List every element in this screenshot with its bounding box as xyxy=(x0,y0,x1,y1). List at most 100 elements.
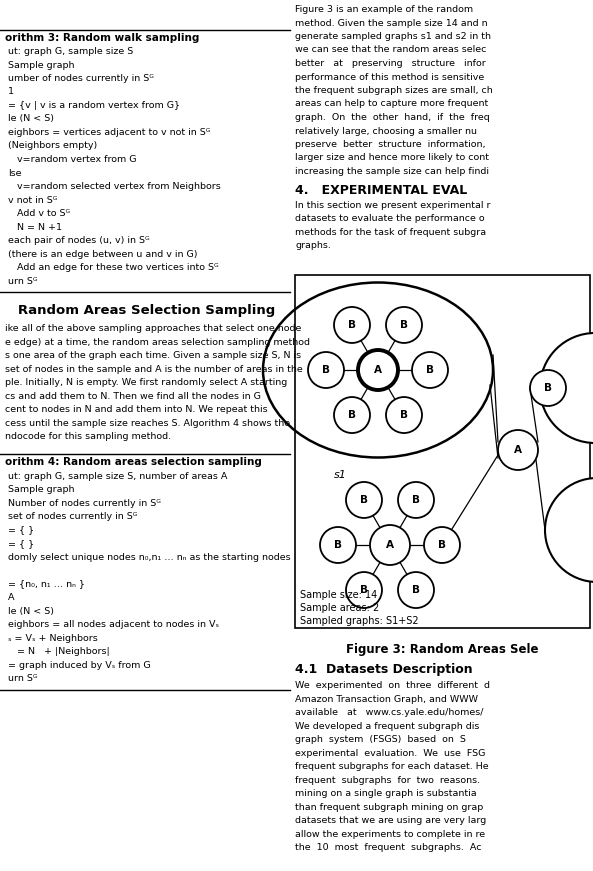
Circle shape xyxy=(370,525,410,565)
Text: urn Sᴳ: urn Sᴳ xyxy=(8,276,37,286)
Text: le (N < S): le (N < S) xyxy=(8,606,54,616)
Circle shape xyxy=(308,352,344,388)
Text: Sample graph: Sample graph xyxy=(8,485,75,494)
Text: B: B xyxy=(360,585,368,595)
Text: A: A xyxy=(8,593,14,602)
Text: areas can help to capture more frequent: areas can help to capture more frequent xyxy=(295,99,488,109)
Text: 4.   EXPERIMENTAL EVAL: 4. EXPERIMENTAL EVAL xyxy=(295,185,467,198)
Text: = {n₀, n₁ … nₙ }: = {n₀, n₁ … nₙ } xyxy=(8,579,85,589)
Text: Figure 3: Random Areas Sele: Figure 3: Random Areas Sele xyxy=(346,643,539,656)
Circle shape xyxy=(498,430,538,470)
Text: 4.1  Datasets Description: 4.1 Datasets Description xyxy=(295,663,473,676)
Text: B: B xyxy=(426,365,434,375)
Text: domly select unique nodes n₀,n₁ … nₙ as the starting nodes: domly select unique nodes n₀,n₁ … nₙ as … xyxy=(8,552,291,562)
Text: e edge) at a time, the random areas selection sampling method: e edge) at a time, the random areas sele… xyxy=(5,337,310,347)
Text: = graph induced by Vₛ from G: = graph induced by Vₛ from G xyxy=(8,660,151,670)
Text: datasets that we are using are very larg: datasets that we are using are very larg xyxy=(295,816,486,825)
Circle shape xyxy=(530,370,566,406)
Text: cs and add them to N. Then we find all the nodes in G: cs and add them to N. Then we find all t… xyxy=(5,391,261,401)
Circle shape xyxy=(334,397,370,433)
Text: generate sampled graphs s1 and s2 in th: generate sampled graphs s1 and s2 in th xyxy=(295,32,491,41)
Text: graph.  On  the  other  hand,  if  the  freq: graph. On the other hand, if the freq xyxy=(295,113,490,122)
Text: Add an edge for these two vertices into Sᴳ: Add an edge for these two vertices into … xyxy=(8,263,219,272)
Text: Figure 3 is an example of the random: Figure 3 is an example of the random xyxy=(295,5,473,14)
Text: graph  system  (FSGS)  based  on  S: graph system (FSGS) based on S xyxy=(295,735,466,744)
Circle shape xyxy=(545,478,593,582)
Text: v not in Sᴳ: v not in Sᴳ xyxy=(8,195,58,205)
Circle shape xyxy=(386,307,422,343)
Text: we can see that the random areas selec: we can see that the random areas selec xyxy=(295,45,486,55)
Text: orithm 3: Random walk sampling: orithm 3: Random walk sampling xyxy=(5,33,199,43)
Text: B: B xyxy=(412,585,420,595)
Text: A: A xyxy=(386,540,394,550)
Text: B: B xyxy=(348,320,356,330)
Text: Number of nodes currently in Sᴳ: Number of nodes currently in Sᴳ xyxy=(8,498,161,508)
Text: ndocode for this sampling method.: ndocode for this sampling method. xyxy=(5,432,171,441)
Text: ike all of the above sampling approaches that select one node: ike all of the above sampling approaches… xyxy=(5,324,301,333)
Text: B: B xyxy=(438,540,446,550)
Text: increasing the sample size can help findi: increasing the sample size can help find… xyxy=(295,167,489,176)
Text: allow the experiments to complete in re: allow the experiments to complete in re xyxy=(295,829,485,839)
Text: Amazon Transaction Graph, and WWW: Amazon Transaction Graph, and WWW xyxy=(295,694,478,704)
Text: 1: 1 xyxy=(8,87,14,97)
Text: urn Sᴳ: urn Sᴳ xyxy=(8,674,37,683)
Text: In this section we present experimental r: In this section we present experimental … xyxy=(295,200,490,210)
Text: (there is an edge between u and v in G): (there is an edge between u and v in G) xyxy=(8,249,197,259)
Text: mining on a single graph is substantia: mining on a single graph is substantia xyxy=(295,789,477,798)
Bar xyxy=(295,275,590,628)
Circle shape xyxy=(346,482,382,518)
Circle shape xyxy=(386,397,422,433)
Text: B: B xyxy=(360,495,368,505)
Circle shape xyxy=(358,350,398,390)
Text: B: B xyxy=(412,495,420,505)
Text: A: A xyxy=(374,365,382,375)
Text: B: B xyxy=(334,540,342,550)
Circle shape xyxy=(320,527,356,563)
Text: B: B xyxy=(322,365,330,375)
Text: = { }: = { } xyxy=(8,539,34,548)
Text: available   at   www.cs.yale.edu/homes/: available at www.cs.yale.edu/homes/ xyxy=(295,708,483,717)
Text: datasets to evaluate the performance o: datasets to evaluate the performance o xyxy=(295,214,484,223)
Text: performance of this method is sensitive: performance of this method is sensitive xyxy=(295,72,484,82)
Text: method. Given the sample size 14 and n: method. Given the sample size 14 and n xyxy=(295,18,487,28)
Text: Sample size: 14: Sample size: 14 xyxy=(300,590,377,600)
Text: Add v to Sᴳ: Add v to Sᴳ xyxy=(8,209,70,218)
Text: (Neighbors empty): (Neighbors empty) xyxy=(8,141,97,151)
Text: relatively large, choosing a smaller nu: relatively large, choosing a smaller nu xyxy=(295,126,477,136)
Text: B: B xyxy=(400,410,408,420)
Text: B: B xyxy=(544,383,552,393)
Text: larger size and hence more likely to cont: larger size and hence more likely to con… xyxy=(295,153,489,163)
Text: Sampled graphs: S1+S2: Sampled graphs: S1+S2 xyxy=(300,616,419,626)
Text: set of nodes in the sample and A is the number of areas in the: set of nodes in the sample and A is the … xyxy=(5,364,303,374)
Text: v=random selected vertex from Neighbors: v=random selected vertex from Neighbors xyxy=(8,182,221,191)
Text: orithm 4: Random areas selection sampling: orithm 4: Random areas selection samplin… xyxy=(5,456,262,467)
Text: set of nodes currently in Sᴳ: set of nodes currently in Sᴳ xyxy=(8,512,138,521)
Text: s1: s1 xyxy=(333,470,346,480)
Text: = { }: = { } xyxy=(8,525,34,535)
Text: Random Areas Selection Sampling: Random Areas Selection Sampling xyxy=(4,304,275,317)
Text: than frequent subgraph mining on grap: than frequent subgraph mining on grap xyxy=(295,802,483,812)
Text: methods for the task of frequent subgra: methods for the task of frequent subgra xyxy=(295,227,486,237)
Text: Sample graph: Sample graph xyxy=(8,60,75,70)
Text: ut: graph G, sample size S: ut: graph G, sample size S xyxy=(8,47,133,56)
Text: cent to nodes in N and add them into N. We repeat this: cent to nodes in N and add them into N. … xyxy=(5,405,267,414)
Text: experimental  evaluation.  We  use  FSG: experimental evaluation. We use FSG xyxy=(295,748,486,758)
Text: B: B xyxy=(348,410,356,420)
Text: N = N +1: N = N +1 xyxy=(8,222,62,232)
Text: the frequent subgraph sizes are small, ch: the frequent subgraph sizes are small, c… xyxy=(295,86,493,95)
Text: graphs.: graphs. xyxy=(295,241,331,250)
Circle shape xyxy=(398,482,434,518)
Text: better   at   preserving   structure   infor: better at preserving structure infor xyxy=(295,59,486,68)
Text: ut: graph G, sample size S, number of areas A: ut: graph G, sample size S, number of ar… xyxy=(8,471,227,481)
Circle shape xyxy=(540,333,593,443)
Text: = N   + |Neighbors|: = N + |Neighbors| xyxy=(8,647,110,656)
Circle shape xyxy=(334,307,370,343)
Text: Sample areas: 2: Sample areas: 2 xyxy=(300,603,380,613)
Text: eighbors = vertices adjacent to v not in Sᴳ: eighbors = vertices adjacent to v not in… xyxy=(8,128,211,137)
Text: v=random vertex from G: v=random vertex from G xyxy=(8,155,136,164)
Text: We developed a frequent subgraph dis: We developed a frequent subgraph dis xyxy=(295,721,479,731)
Circle shape xyxy=(398,572,434,608)
Text: eighbors = all nodes adjacent to nodes in Vₛ: eighbors = all nodes adjacent to nodes i… xyxy=(8,620,219,629)
Text: ₛ = Vₛ + Neighbors: ₛ = Vₛ + Neighbors xyxy=(8,633,98,643)
Text: We  experimented  on  three  different  d: We experimented on three different d xyxy=(295,681,490,690)
